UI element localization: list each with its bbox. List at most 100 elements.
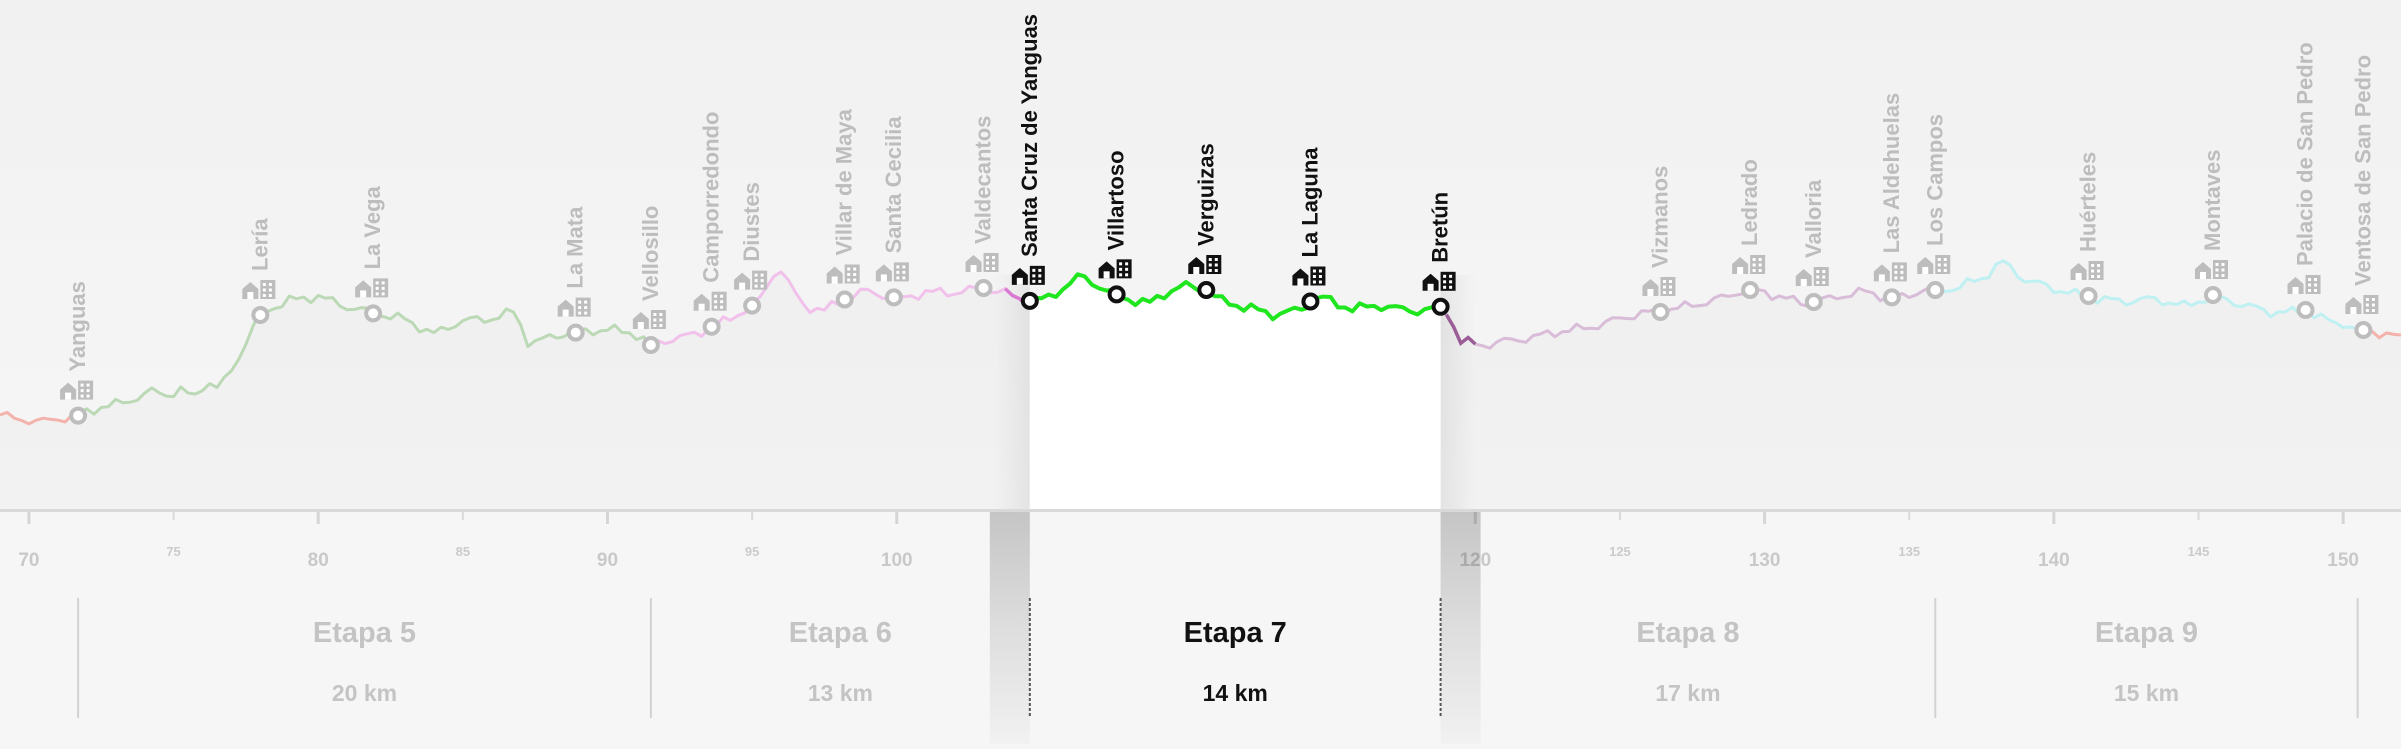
x-tick-label: 95 — [745, 544, 759, 559]
waypoint-label: Verguizas — [1193, 143, 1218, 246]
waypoint-valdecantos[interactable]: Valdecantos — [965, 116, 999, 297]
waypoint-vellosillo[interactable]: Vellosillo — [632, 206, 666, 354]
waypoint-label: Santa Cecilia — [881, 116, 906, 254]
x-tick-label: 150 — [2327, 550, 2359, 571]
elevation-area-etapa-7 — [1029, 274, 1441, 509]
waypoint-marker — [566, 323, 585, 342]
waypoint-santa-cecilia[interactable]: Santa Cecilia — [875, 116, 909, 307]
stage-distance: 17 km — [1655, 680, 1720, 706]
waypoint-la-mata[interactable]: La Mata — [557, 206, 591, 342]
x-tick-label: 145 — [2188, 544, 2210, 559]
stage-distance: 14 km — [1203, 680, 1268, 706]
waypoint-marker — [641, 336, 660, 354]
elevation-area-after — [2358, 329, 2401, 509]
waypoint-label: Huérteles — [2076, 152, 2101, 252]
waypoint-diustes[interactable]: Diustes — [734, 182, 768, 315]
x-tick-label: 90 — [597, 550, 618, 571]
stage-name: Etapa 9 — [2095, 617, 2198, 649]
waypoint-label: Vellosillo — [638, 206, 663, 301]
waypoint-label: Ventosa de San Pedro — [2350, 55, 2375, 286]
elevation-line-etapa-9 — [1934, 259, 2358, 331]
elevation-line-etapa-5 — [76, 293, 653, 417]
waypoint-huerteles[interactable]: Huérteles — [2070, 152, 2104, 305]
stage-name: Etapa 6 — [789, 617, 892, 649]
waypoint-santa-cruz-de-yanguas[interactable]: Santa Cruz de Yanguas — [1011, 14, 1045, 310]
waypoint-marker — [251, 306, 270, 324]
waypoint-label: Montaves — [2200, 150, 2225, 251]
waypoint-montaves[interactable]: Montaves — [2194, 150, 2228, 304]
x-tick-label: 140 — [2038, 550, 2070, 571]
waypoint-marker — [2079, 287, 2098, 305]
waypoint-label: Yanguas — [65, 281, 90, 371]
waypoint-la-vega[interactable]: La Vega — [355, 185, 389, 323]
waypoint-label: Villartoso — [1104, 150, 1129, 250]
stage-distance: 20 km — [332, 680, 397, 706]
waypoint-villar-de-maya[interactable]: Villar de Maya — [826, 108, 860, 309]
waypoint-label: Lería — [247, 218, 272, 271]
x-tick-label: 80 — [308, 550, 329, 571]
stage-name: Etapa 7 — [1184, 617, 1287, 649]
highlight-band — [993, 275, 1477, 510]
waypoint-marker — [1882, 288, 1901, 307]
waypoint-bretun[interactable]: Bretún — [1422, 192, 1456, 316]
waypoint-camporredondo[interactable]: Camporredondo — [693, 112, 727, 336]
waypoint-marker — [1197, 281, 1216, 299]
waypoint-vizmanos[interactable]: Vizmanos — [1642, 166, 1676, 321]
waypoint-label: Vizmanos — [1647, 166, 1672, 268]
stage-etapa-5[interactable]: Etapa 5 20 km — [313, 617, 416, 706]
waypoint-label: Camporredondo — [699, 112, 724, 283]
waypoint-label: Diustes — [739, 182, 764, 261]
waypoint-valloria[interactable]: Valloria — [1795, 179, 1829, 311]
waypoint-las-aldehuelas[interactable]: Las Aldehuelas — [1873, 93, 1907, 307]
waypoint-ledrado[interactable]: Ledrado — [1732, 159, 1766, 299]
waypoint-layer: Yanguas Lería La Vega La Mata Vellosillo Camp… — [60, 14, 2379, 425]
waypoint-label: La Vega — [360, 185, 385, 269]
x-tick-label: 130 — [1749, 550, 1781, 571]
waypoint-label: Villar de Maya — [832, 108, 857, 255]
waypoint-marker — [1804, 293, 1823, 311]
x-tick-label: 125 — [1609, 544, 1631, 559]
waypoint-marker — [974, 279, 993, 297]
waypoint-marker — [69, 406, 88, 425]
waypoint-ventosa-de-san-pedro[interactable]: Ventosa de San Pedro — [2345, 55, 2379, 339]
waypoint-marker — [1741, 281, 1760, 299]
waypoint-leria[interactable]: Lería — [242, 218, 276, 324]
waypoint-la-laguna[interactable]: La Laguna — [1292, 147, 1326, 311]
waypoint-marker — [2354, 321, 2373, 339]
highlight-shade-left — [993, 275, 1030, 510]
waypoint-marker — [2296, 301, 2315, 319]
waypoint-yanguas[interactable]: Yanguas — [60, 281, 94, 425]
waypoint-palacio-de-san-pedro[interactable]: Palacio de San Pedro — [2287, 42, 2321, 319]
x-tick-label: 75 — [166, 544, 180, 559]
waypoint-label: Valloria — [1801, 179, 1826, 258]
waypoint-villartoso[interactable]: Villartoso — [1098, 150, 1132, 304]
stage-etapa-7[interactable]: Etapa 7 14 km — [1184, 617, 1287, 706]
stage-etapa-9[interactable]: Etapa 9 15 km — [2095, 617, 2198, 706]
elevation-line-transition — [1444, 313, 1477, 346]
waypoint-marker — [1107, 285, 1126, 304]
stage-etapa-6[interactable]: Etapa 6 13 km — [789, 617, 892, 706]
highlight-stage-panel — [1029, 512, 1441, 744]
stage-etapa-8[interactable]: Etapa 8 17 km — [1636, 617, 1739, 706]
waypoint-verguizas[interactable]: Verguizas — [1188, 143, 1222, 299]
waypoint-marker — [1651, 303, 1670, 321]
waypoint-los-campos[interactable]: Los Campos — [1917, 114, 1951, 299]
waypoint-label: Los Campos — [1922, 114, 1947, 246]
elevation-line-etapa-7 — [1028, 272, 1443, 322]
x-tick-label: 70 — [18, 550, 39, 571]
stage-name: Etapa 8 — [1636, 617, 1739, 649]
waypoint-marker — [743, 296, 762, 315]
waypoint-marker — [1926, 281, 1945, 299]
waypoint-marker — [884, 288, 903, 307]
waypoint-marker — [835, 290, 854, 309]
waypoint-marker — [2203, 286, 2222, 304]
x-tick-label: 100 — [881, 550, 913, 571]
elevation-line-before — [0, 410, 79, 426]
waypoint-marker — [1301, 292, 1320, 311]
waypoint-label: Palacio de San Pedro — [2293, 42, 2318, 266]
waypoint-label: Bretún — [1428, 192, 1453, 263]
waypoint-label: Santa Cruz de Yanguas — [1017, 14, 1042, 257]
